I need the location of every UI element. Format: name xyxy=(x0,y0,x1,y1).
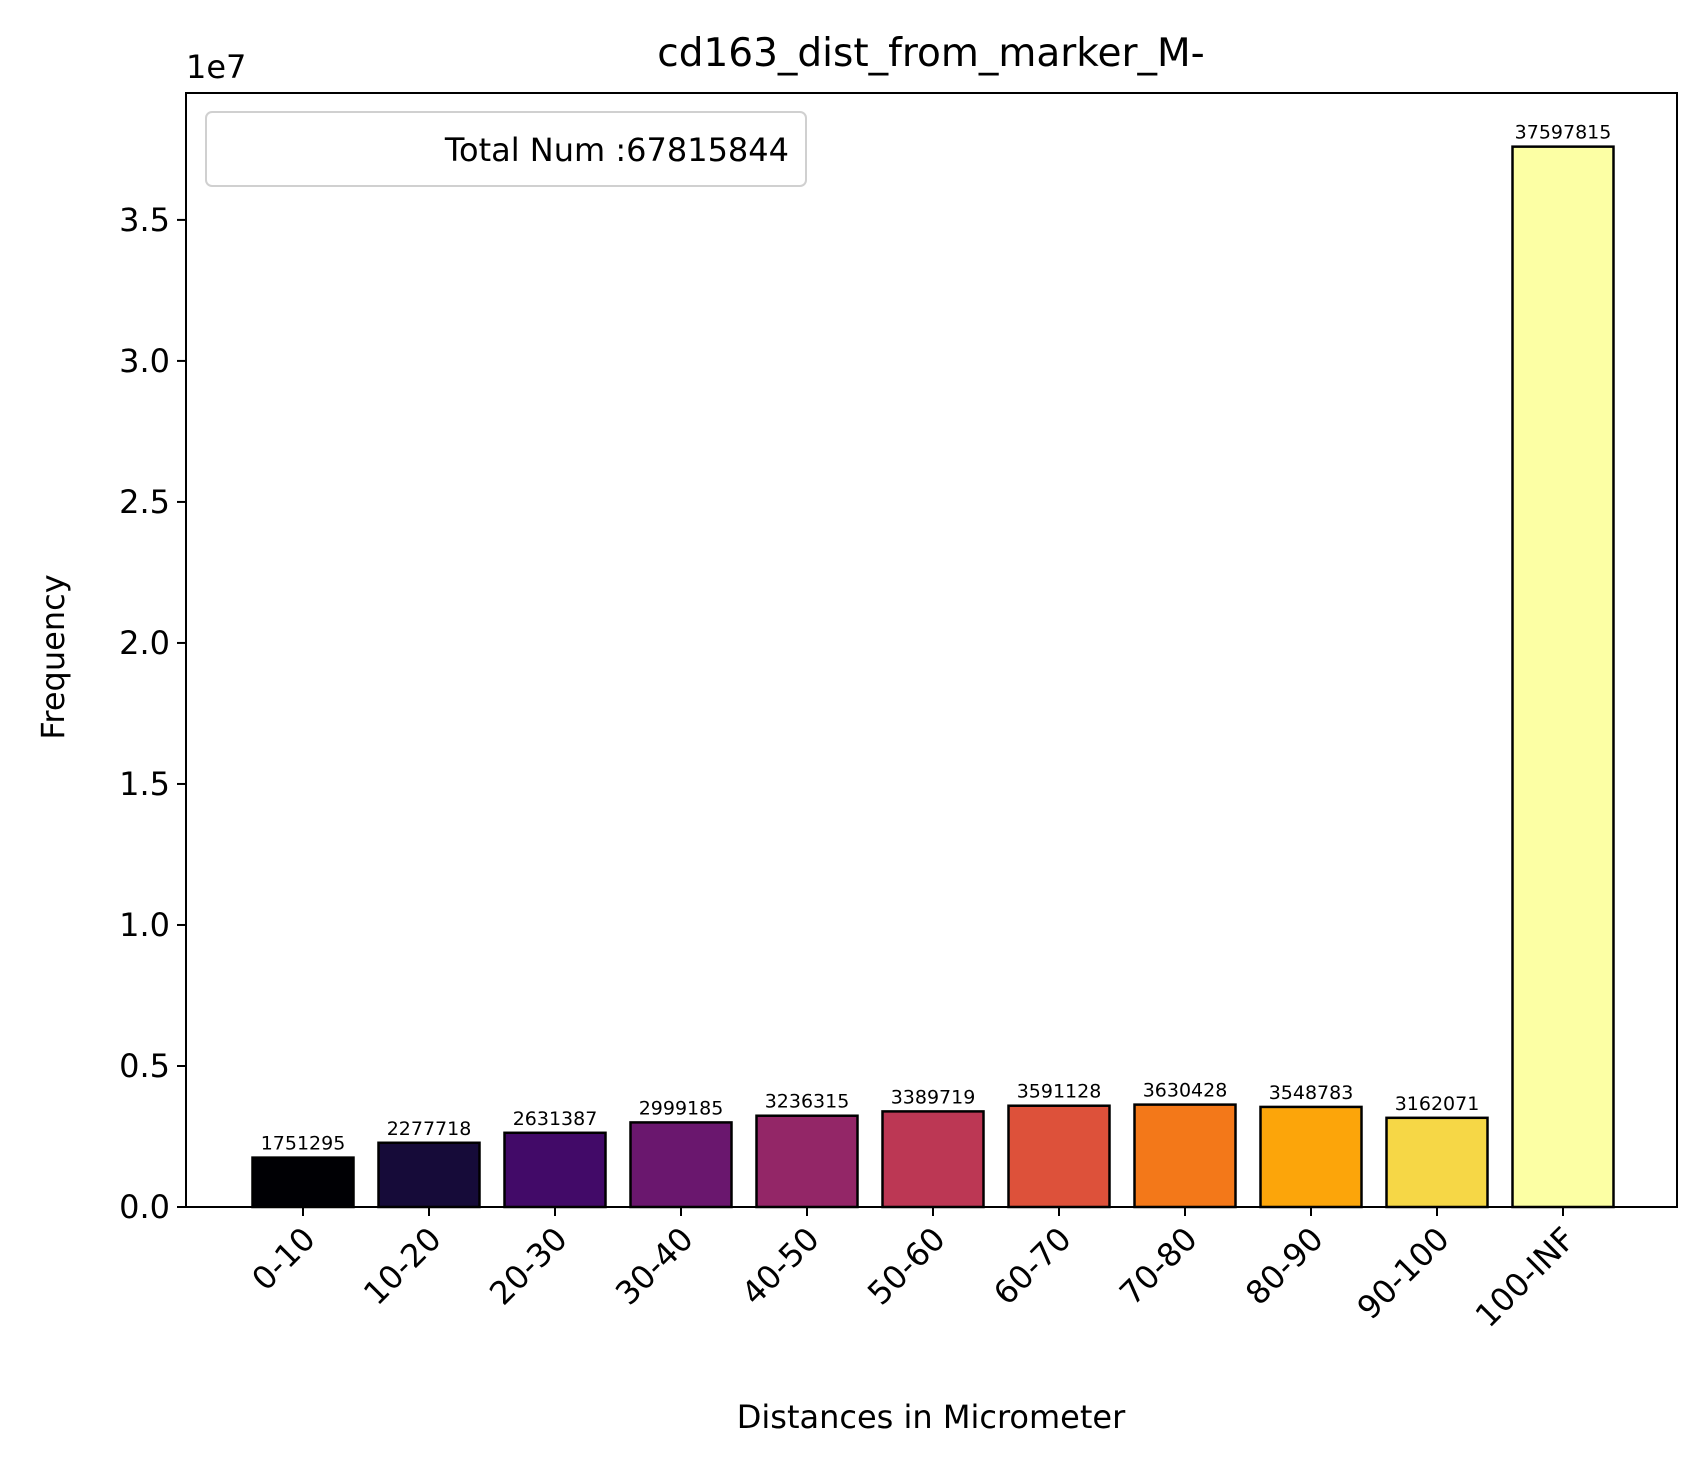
bar-value-label: 3162071 xyxy=(1395,1093,1480,1115)
bar-70-80 xyxy=(1133,1103,1237,1209)
x-tick-label: 50-60 xyxy=(860,1220,953,1313)
chart-title: cd163_dist_from_marker_M- xyxy=(657,31,1204,76)
bar-0-10 xyxy=(251,1156,355,1209)
bar-value-label: 3389719 xyxy=(891,1086,976,1108)
bar-value-label: 37597815 xyxy=(1515,122,1612,144)
x-ticks-group: 0-10 10-20 20-30 30-40 40-50 50-60 60-70 70-80 8… xyxy=(244,1207,1583,1335)
x-axis-label: Distances in Micrometer xyxy=(737,1398,1126,1436)
bar-value-label: 3548783 xyxy=(1269,1082,1354,1104)
y-axis-label: Frequency xyxy=(34,574,72,739)
bar-value-label: 2999185 xyxy=(639,1097,724,1119)
x-tick-label: 60-70 xyxy=(986,1220,1079,1313)
y-tick-label: 0.0 xyxy=(119,1188,170,1226)
y-tick-label: 3.0 xyxy=(119,342,170,380)
bars-group xyxy=(251,145,1615,1209)
bar-value-label: 1751295 xyxy=(261,1133,346,1155)
y-tick-label: 1.0 xyxy=(119,906,170,944)
y-offset-label: 1e7 xyxy=(186,48,246,86)
y-tick-label: 2.5 xyxy=(119,483,170,521)
x-tick-label: 40-50 xyxy=(734,1220,827,1313)
x-tick-label: 80-90 xyxy=(1238,1220,1331,1313)
bar-value-label: 3591128 xyxy=(1017,1081,1102,1103)
y-tick-label: 0.5 xyxy=(119,1047,170,1085)
x-tick-label: 90-100 xyxy=(1350,1220,1457,1327)
bar-100-INF xyxy=(1511,145,1615,1209)
y-tick-label: 1.5 xyxy=(119,765,170,803)
bar-80-90 xyxy=(1259,1105,1363,1209)
bar-40-50 xyxy=(755,1114,859,1209)
x-tick-label: 70-80 xyxy=(1112,1220,1205,1313)
y-tick-label: 3.5 xyxy=(119,201,170,239)
y-ticks-group: 0.0 0.5 1.0 1.5 2.0 2.5 3.0 3.5 xyxy=(119,201,186,1226)
bar-30-40 xyxy=(629,1121,733,1209)
bar-value-label: 2277718 xyxy=(387,1118,472,1140)
bar-value-label: 3236315 xyxy=(765,1091,850,1113)
x-tick-label: 30-40 xyxy=(608,1220,701,1313)
bar-value-label: 3630428 xyxy=(1143,1080,1228,1102)
x-tick-label: 20-30 xyxy=(482,1220,575,1313)
x-tick-label: 100-INF xyxy=(1468,1220,1583,1335)
x-tick-label: 10-20 xyxy=(356,1220,449,1313)
bar-50-60 xyxy=(881,1110,985,1209)
y-tick-label: 2.0 xyxy=(119,624,170,662)
bar-90-100 xyxy=(1385,1116,1489,1209)
legend-box xyxy=(205,111,807,187)
bar-value-label: 2631387 xyxy=(513,1108,598,1130)
plot-frame xyxy=(185,92,1678,1208)
bar-60-70 xyxy=(1007,1104,1111,1209)
legend: Total Num :67815844 xyxy=(205,111,807,187)
bar-20-30 xyxy=(503,1131,607,1209)
bar-10-20 xyxy=(377,1141,481,1209)
x-tick-label: 0-10 xyxy=(244,1220,322,1298)
value-labels-group: 1751295 2277718 2631387 2999185 3236315 33897… xyxy=(261,122,1612,1155)
legend-text: Total Num :67815844 xyxy=(444,131,789,169)
